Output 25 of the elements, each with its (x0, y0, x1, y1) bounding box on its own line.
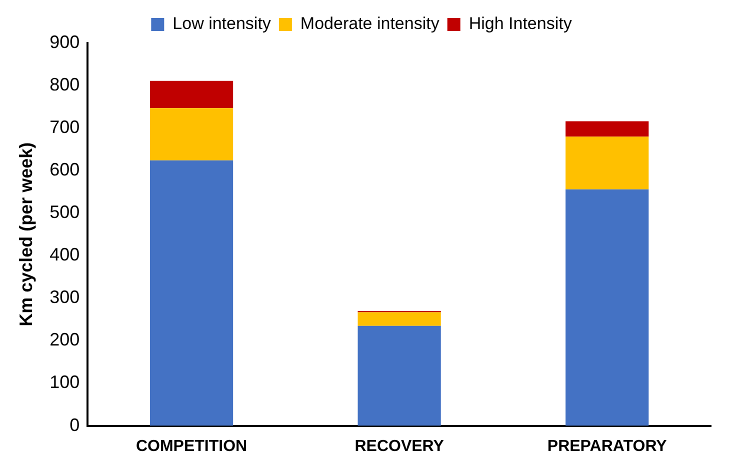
y-tick-label: 500 (50, 202, 80, 222)
bar (150, 160, 234, 426)
y-tick-label: 600 (50, 160, 80, 180)
y-tick-label: 100 (50, 372, 80, 392)
y-tick-label: 0 (70, 414, 80, 435)
bar (566, 121, 649, 137)
x-tick-label: PREPARATORY (547, 438, 668, 455)
y-tick-label: 800 (50, 74, 80, 94)
y-tick-label: 900 (50, 32, 80, 52)
y-tick-label: 200 (50, 330, 80, 350)
bar (358, 326, 441, 426)
bar (566, 136, 649, 190)
bar (150, 80, 234, 108)
y-tick-label: 700 (50, 117, 80, 138)
legend-label: High Intensity (468, 14, 572, 34)
x-tick-label: COMPETITION (136, 438, 248, 455)
y-tick-label: 300 (50, 287, 80, 308)
bar (566, 189, 649, 426)
bar (150, 108, 234, 160)
legend-label: Low intensity (172, 14, 272, 34)
legend-label: Moderate intensity (300, 14, 440, 34)
x-tick-label: RECOVERY (354, 438, 444, 455)
bar (358, 312, 441, 326)
y-axis-title: Km cycled (per week) (16, 142, 36, 326)
y-tick-label: 400 (50, 244, 80, 265)
